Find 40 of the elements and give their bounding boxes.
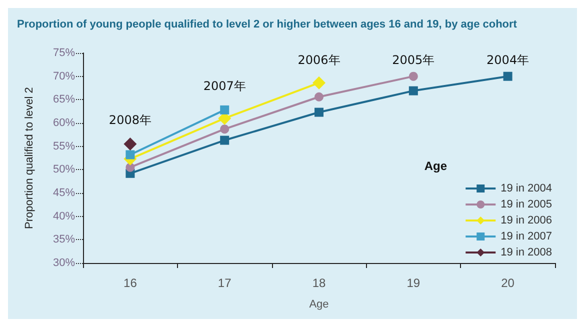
x-axis-title: Age (309, 298, 329, 310)
annotation: 2007年 (203, 78, 246, 93)
legend-label: 19 in 2008 (500, 246, 552, 258)
legend-label: 19 in 2004 (500, 182, 552, 194)
x-tick-label: 19 (406, 276, 420, 290)
y-tick-label: 40% (52, 210, 76, 222)
x-tick-label: 17 (218, 276, 232, 290)
y-tick-label: 60% (52, 117, 76, 129)
point (220, 136, 230, 145)
x-tick-label: 16 (124, 276, 138, 290)
x-tick-label: 18 (312, 276, 326, 290)
y-tick-label: 70% (52, 70, 76, 82)
legend-label: 19 in 2007 (500, 230, 552, 242)
y-axis-title: Proportion qualified to level 2 (24, 87, 36, 229)
annotation: 2005年 (392, 53, 435, 67)
y-tick-label: 45% (52, 187, 76, 199)
point (408, 86, 418, 96)
legend-label: 19 in 2005 (500, 198, 552, 210)
point (314, 108, 324, 117)
chart-title: Proportion of young people qualified to level 2 or higher between ages 16 and 19, by age cohort (17, 18, 518, 30)
y-tick-label: 75% (52, 47, 76, 59)
legend-label: 19 in 2006 (500, 214, 552, 226)
point (503, 72, 512, 81)
point (408, 72, 418, 81)
point (220, 105, 230, 114)
annotation: 2008年 (108, 113, 152, 127)
annotation: 2006年 (298, 53, 340, 67)
y-tick-label: 35% (52, 234, 76, 246)
y-tick-label: 30% (52, 257, 76, 269)
y-tick-label: 65% (52, 94, 76, 106)
x-tick-label: 20 (501, 276, 515, 290)
y-tick-label: 55% (52, 140, 76, 152)
point (220, 124, 230, 134)
point (126, 150, 135, 160)
annotation: 2004年 (486, 53, 530, 67)
point (314, 92, 324, 102)
point (312, 76, 326, 90)
legend-title: Age (424, 159, 448, 173)
point (124, 138, 137, 150)
y-tick-label: 50% (52, 164, 76, 176)
